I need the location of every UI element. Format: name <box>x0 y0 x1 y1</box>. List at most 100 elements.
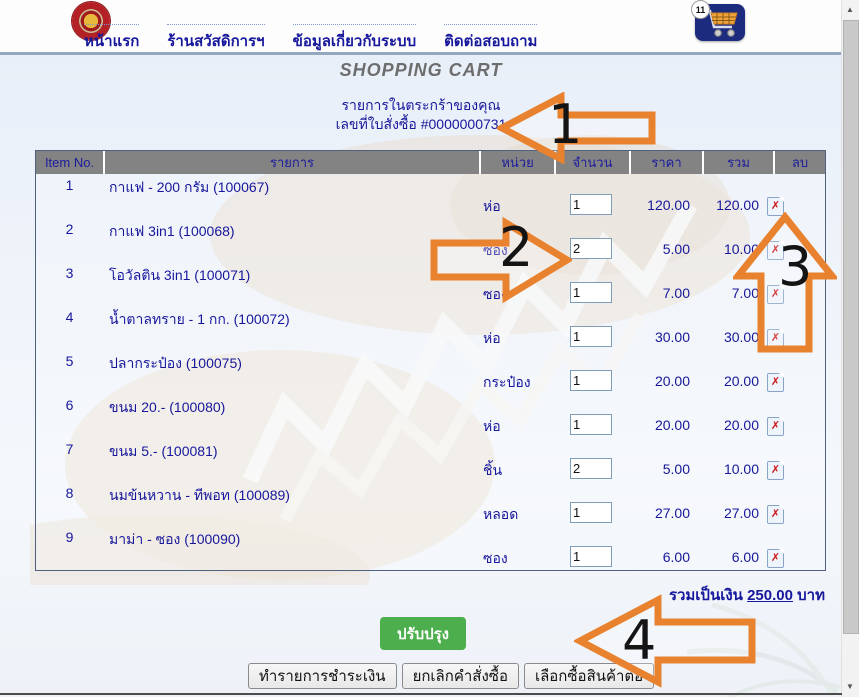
item-no: 7 <box>65 441 74 457</box>
nav-welfare-shop[interactable]: ร้านสวัสดิการฯ <box>167 24 265 53</box>
nav-home[interactable]: หน้าแรก <box>84 24 140 53</box>
item-no: 9 <box>65 529 74 545</box>
scroll-up-icon[interactable]: ▲ <box>846 5 854 14</box>
delete-x-icon: ✗ <box>770 200 781 212</box>
scrollbar-thumb[interactable] <box>843 20 859 634</box>
item-unit: ชิ้น <box>483 462 503 478</box>
item-name: โอวัลติน 3in1 (100071) <box>109 267 251 283</box>
delete-item-button[interactable]: ✗ <box>767 505 784 524</box>
vertical-scrollbar[interactable]: ▲ ▼ <box>841 0 859 697</box>
site-logo <box>72 2 110 40</box>
item-price: 30.00 <box>654 329 690 345</box>
quantity-input[interactable] <box>570 238 612 259</box>
table-row: 8 นมข้นหวาน - ทีพอท (100089) หลอด 27.00 … <box>36 482 825 526</box>
quantity-input[interactable] <box>570 414 612 435</box>
item-unit: ห่อ <box>483 418 501 434</box>
item-name: ปลากระป๋อง (100075) <box>109 355 242 371</box>
summary-amount-link[interactable]: 250.00 <box>747 587 793 604</box>
col-qty: จำนวน <box>556 151 629 174</box>
main-nav: หน้าแรก ร้านสวัสดิการฯ ข้อมูลเกี่ยวกับระ… <box>84 24 538 53</box>
item-price: 20.00 <box>654 417 690 433</box>
site-header: หน้าแรก ร้านสวัสดิการฯ ข้อมูลเกี่ยวกับระ… <box>0 0 859 55</box>
item-no: 4 <box>65 309 74 325</box>
order-actions: ทำรายการชำระเงิน ยกเลิกคำสั่งซื้อ เลือกซ… <box>248 663 655 689</box>
cart-table: Item No. รายการ หน่วย จำนวน ราคา รวม ลบ … <box>35 150 826 571</box>
item-price: 27.00 <box>654 505 690 521</box>
table-row: 2 กาแฟ 3in1 (100068) ซอง 5.00 10.00 ✗ <box>36 218 825 262</box>
cart-icon <box>705 9 738 37</box>
delete-item-button[interactable]: ✗ <box>767 417 784 436</box>
col-price: ราคา <box>631 151 702 174</box>
delete-item-button[interactable]: ✗ <box>767 197 784 216</box>
scroll-down-icon[interactable]: ▼ <box>846 682 854 691</box>
item-unit: กระป๋อง <box>483 374 531 390</box>
item-total: 10.00 <box>723 461 759 477</box>
table-header-row: Item No. รายการ หน่วย จำนวน ราคา รวม ลบ <box>36 151 825 174</box>
item-no: 2 <box>65 221 74 237</box>
item-total: 27.00 <box>723 505 759 521</box>
item-no: 3 <box>65 265 74 281</box>
quantity-input[interactable] <box>570 502 612 523</box>
item-total: 7.00 <box>731 285 759 301</box>
item-unit: ซอง <box>483 550 508 566</box>
item-unit: ห่อ <box>483 330 501 346</box>
summary-label: รวมเป็นเงิน <box>668 587 743 604</box>
col-item-no: Item No. <box>36 151 103 174</box>
summary-currency: บาท <box>797 587 825 604</box>
item-name: มาม่า - ซอง (100090) <box>109 531 241 547</box>
item-unit: ซอง <box>483 286 508 302</box>
delete-item-button[interactable]: ✗ <box>767 241 784 260</box>
delete-item-button[interactable]: ✗ <box>767 285 784 304</box>
order-number: เลขที่ใบสั่งซื้อ #0000000731 <box>335 116 507 132</box>
nav-system-info[interactable]: ข้อมูลเกี่ยวกับระบบ <box>292 24 417 53</box>
delete-item-button[interactable]: ✗ <box>767 373 784 392</box>
delete-x-icon: ✗ <box>770 420 781 432</box>
item-name: นมข้นหวาน - ทีพอท (100089) <box>109 487 290 503</box>
annotation-number-4: 4 <box>622 609 657 672</box>
item-total: 20.00 <box>723 417 759 433</box>
delete-x-icon: ✗ <box>770 376 781 388</box>
col-total: รวม <box>704 151 773 174</box>
table-row: 4 น้ำตาลทราย - 1 กก. (100072) ห่อ 30.00 … <box>36 306 825 350</box>
item-name: ขนม 5.- (100081) <box>109 443 218 459</box>
nav-contact[interactable]: ติดต่อสอบถาม <box>444 24 538 53</box>
quantity-input[interactable] <box>570 546 612 567</box>
cart-button[interactable]: 11 <box>691 0 745 41</box>
quantity-input[interactable] <box>570 282 612 303</box>
checkout-button[interactable]: ทำรายการชำระเงิน <box>248 663 397 689</box>
item-no: 5 <box>65 353 74 369</box>
item-total: 30.00 <box>723 329 759 345</box>
item-name: กาแฟ - 200 กรัม (100067) <box>109 179 270 195</box>
item-price: 20.00 <box>654 373 690 389</box>
table-row: 3 โอวัลติน 3in1 (100071) ซอง 7.00 7.00 ✗ <box>36 262 825 306</box>
quantity-input[interactable] <box>570 458 612 479</box>
item-unit: ซอง <box>483 242 508 258</box>
item-total: 120.00 <box>716 197 759 213</box>
col-unit: หน่วย <box>481 151 554 174</box>
item-no: 8 <box>65 485 74 501</box>
delete-x-icon: ✗ <box>770 552 781 564</box>
item-price: 5.00 <box>662 241 690 257</box>
quantity-input[interactable] <box>570 194 612 215</box>
table-row: 5 ปลากระป๋อง (100075) กระป๋อง 20.00 20.0… <box>36 350 825 394</box>
table-row: 9 มาม่า - ซอง (100090) ซอง 6.00 6.00 ✗ <box>36 526 825 570</box>
window-bottom-edge <box>0 693 842 695</box>
item-unit: ห่อ <box>483 198 501 214</box>
continue-shopping-button[interactable]: เลือกซื้อสินค้าต่อ <box>523 663 655 689</box>
quantity-input[interactable] <box>570 326 612 347</box>
quantity-input[interactable] <box>570 370 612 391</box>
item-name: น้ำตาลทราย - 1 กก. (100072) <box>109 311 290 327</box>
item-total: 6.00 <box>731 549 759 565</box>
update-cart-button[interactable]: ปรับปรุง <box>380 617 466 650</box>
delete-item-button[interactable]: ✗ <box>767 329 784 348</box>
delete-item-button[interactable]: ✗ <box>767 461 784 480</box>
cancel-order-button[interactable]: ยกเลิกคำสั่งซื้อ <box>401 663 519 689</box>
item-no: 1 <box>65 177 74 193</box>
cart-subtitle: รายการในตระกร้าของคุณ <box>341 97 501 113</box>
page-title: SHOPPING CART <box>339 60 503 80</box>
cart-count-badge: 11 <box>691 0 710 19</box>
table-row: 6 ขนม 20.- (100080) ห่อ 20.00 20.00 ✗ <box>36 394 825 438</box>
delete-item-button[interactable]: ✗ <box>767 549 784 568</box>
item-price: 6.00 <box>662 549 690 565</box>
item-price: 120.00 <box>647 197 690 213</box>
